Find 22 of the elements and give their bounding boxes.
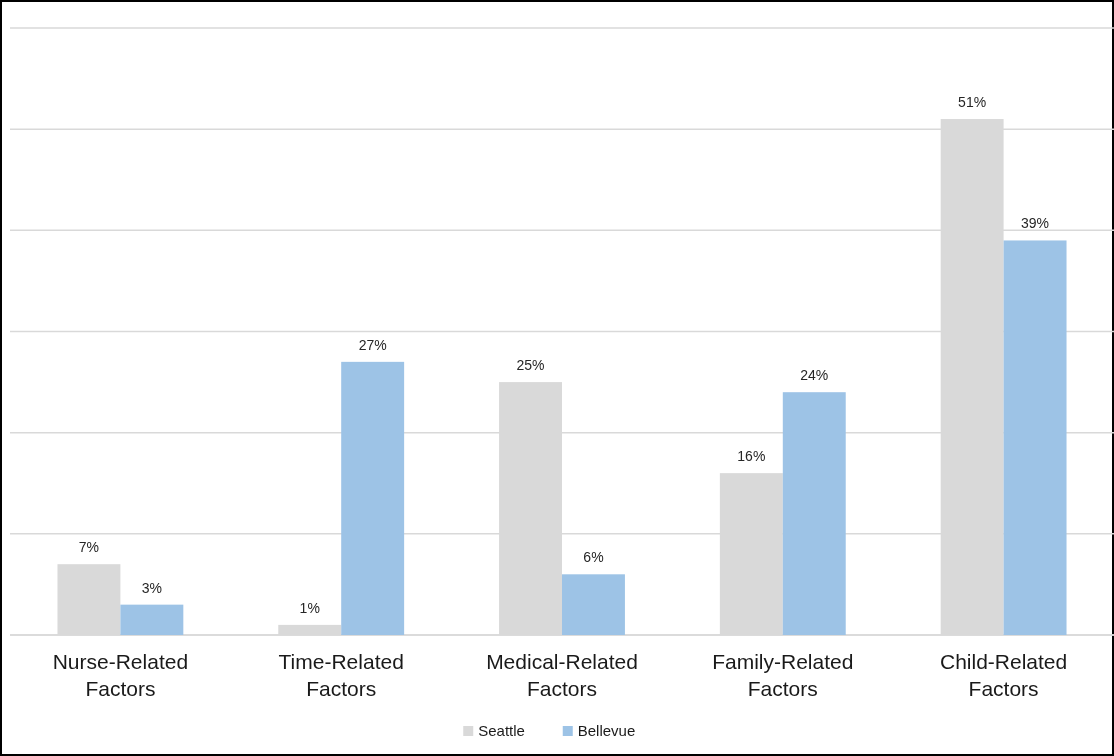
data-label: 25% [516,357,545,374]
x-tick-label: Family-Related Factors [712,650,854,700]
bar [1003,240,1067,635]
x-tick-label: Nurse-Related Factors [52,650,189,700]
legend-label: Bellevue [577,722,636,739]
bar [782,392,846,635]
data-label: 51% [958,94,987,111]
bar [562,574,625,635]
bar [341,361,405,635]
data-label: 7% [78,539,100,556]
data-label: 16% [737,448,766,465]
data-label: 24% [800,367,829,384]
legend-label: Seattle [478,722,525,739]
data-label: 3% [141,579,162,596]
data-label: 6% [583,549,604,566]
data-label: 27% [358,336,387,353]
x-tick-label: Time-Related Factors [278,650,404,700]
data-label: 39% [1021,215,1050,232]
x-tick-label: Child-Related Factors [939,650,1068,700]
x-tick-label: Medical-Related Factors [486,650,638,700]
bar [120,604,184,635]
data-label: 1% [299,599,320,616]
